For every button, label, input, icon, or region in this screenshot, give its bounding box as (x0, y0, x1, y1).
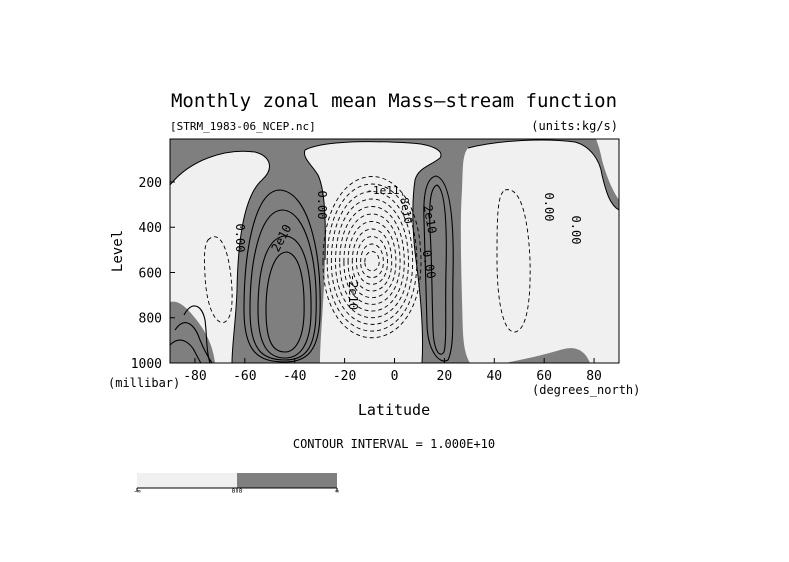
x-axis-unit: (degrees_north) (532, 383, 640, 397)
contour-labels: 2e10 0.00 -2e10 0.00 -1e11 -8e10 2e10 0.… (233, 184, 583, 310)
y-tick-label: 800 (139, 312, 162, 327)
contour-label-minus-2e10: -2e10 (346, 274, 360, 310)
colorbar-label-pos-inf: ∞ (335, 488, 339, 495)
x-tick-label: -40 (283, 369, 306, 384)
file-label: [STRM_1983-06_NCEP.nc] (170, 120, 316, 133)
negative-contour (364, 251, 380, 272)
negative-contour (347, 221, 397, 299)
y-tick-label: 1000 (131, 357, 162, 372)
contour-label-zero-south-1: 0.00 (315, 191, 329, 220)
negative-region-southern (170, 151, 270, 363)
y-tick-label: 400 (139, 221, 162, 236)
contour-label-minus-8e10: -8e10 (396, 190, 415, 225)
contour-label-zero-north-3: 0.00 (569, 216, 583, 245)
negative-region-central (304, 141, 441, 363)
zero-contours (170, 139, 619, 363)
negative-contour (339, 206, 405, 312)
contour-label-minus-1e11: -1e11 (366, 184, 399, 197)
positive-contours (170, 175, 454, 363)
contour-label-zero-north-2: 0.00 (542, 193, 556, 222)
negative-region-north-pole (596, 139, 619, 200)
negative-contour (356, 236, 388, 285)
x-tick-label: 0 (391, 369, 399, 384)
negative-region-northern (460, 140, 619, 363)
x-tick-label: 20 (437, 369, 453, 384)
negative-contour (351, 228, 393, 292)
y-axis-unit: (millibar) (108, 376, 180, 390)
negative-contour (326, 183, 418, 332)
northern-dashed-contours (204, 189, 531, 333)
contour-interval: CONTOUR INTERVAL = 1.000E+10 (293, 437, 495, 451)
x-tick-label: -20 (333, 369, 356, 384)
y-tick-label: 600 (139, 266, 162, 281)
y-axis: 200 400 600 800 1000 (131, 176, 175, 372)
x-tick-label: 80 (586, 369, 602, 384)
colorbar-label-zero: 0.0 (232, 488, 243, 495)
x-axis: -80 -60 -40 -20 0 20 40 60 80 (183, 358, 602, 384)
contour-label-zero-north-1: 0.00 (420, 249, 439, 280)
x-tick-label: -60 (233, 369, 256, 384)
x-tick-label: 40 (486, 369, 502, 384)
units-label: (units:kg/s) (531, 119, 618, 133)
colorbar-positive (237, 473, 337, 488)
negative-contour (330, 191, 414, 325)
negative-contours (322, 176, 422, 339)
x-axis-label: Latitude (358, 401, 430, 419)
colorbar-label-neg-inf: -∞ (133, 488, 141, 495)
chart-title: Monthly zonal mean Mass—stream function (171, 90, 617, 112)
x-tick-label: -80 (183, 369, 206, 384)
x-tick-label: 60 (536, 369, 552, 384)
plot-area (170, 139, 619, 363)
negative-contour (360, 243, 384, 278)
negative-contour (322, 176, 422, 339)
negative-contour (343, 213, 401, 305)
y-axis-label: Level (110, 230, 126, 272)
contour-label-2e10-north: 2e10 (421, 204, 440, 235)
y-tick-label: 200 (139, 176, 162, 191)
negative-contour (335, 198, 409, 318)
contour-label-zero-south-2: 0.00 (233, 224, 247, 253)
colorbar: -∞ 0.0 ∞ (133, 473, 339, 495)
colorbar-negative (137, 473, 237, 488)
